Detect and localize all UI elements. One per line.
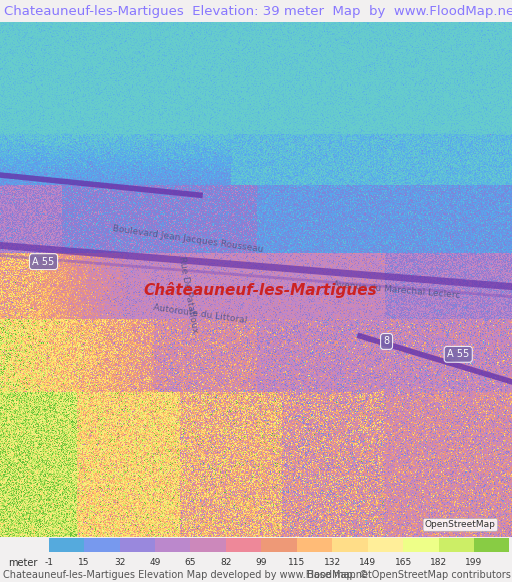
Text: A 55: A 55 — [32, 257, 55, 267]
Text: 8: 8 — [383, 336, 390, 346]
Text: meter: meter — [8, 558, 37, 568]
Text: OpenStreetMap: OpenStreetMap — [425, 520, 496, 530]
Text: Autoroute du Littoral: Autoroute du Littoral — [153, 304, 248, 325]
Text: 132: 132 — [324, 558, 341, 567]
Text: 115: 115 — [288, 558, 305, 567]
Bar — [190, 538, 226, 552]
Text: 65: 65 — [185, 558, 196, 567]
Bar — [368, 538, 403, 552]
Text: 82: 82 — [220, 558, 231, 567]
Text: 165: 165 — [394, 558, 412, 567]
Text: 199: 199 — [465, 558, 483, 567]
Text: 32: 32 — [114, 558, 125, 567]
Text: 49: 49 — [150, 558, 161, 567]
Text: Boulevard Jean Jacques Rousseau: Boulevard Jean Jacques Rousseau — [112, 223, 264, 254]
Text: Châteauneuf-les-Martigues: Châteauneuf-les-Martigues — [143, 282, 377, 298]
Text: A 55: A 55 — [447, 349, 470, 359]
Bar — [332, 538, 368, 552]
Text: 99: 99 — [255, 558, 267, 567]
Bar — [297, 538, 332, 552]
Text: Rue De Patafloux: Rue De Patafloux — [177, 255, 200, 333]
Bar — [226, 538, 261, 552]
Bar — [155, 538, 190, 552]
Bar — [49, 538, 84, 552]
Text: 15: 15 — [78, 558, 90, 567]
Text: Chateauneuf-les-Martigues Elevation Map developed by www.FloodMap.net: Chateauneuf-les-Martigues Elevation Map … — [3, 570, 371, 580]
Bar — [403, 538, 439, 552]
Text: -1: -1 — [44, 558, 53, 567]
Text: 149: 149 — [359, 558, 376, 567]
Text: Avenue du Maréchal Leclerc: Avenue du Maréchal Leclerc — [332, 281, 460, 300]
Text: Base map © OpenStreetMap contributors: Base map © OpenStreetMap contributors — [307, 570, 511, 580]
Bar — [439, 538, 474, 552]
Bar — [84, 538, 119, 552]
Text: Chateauneuf-les-Martigues  Elevation: 39 meter  Map  by  www.FloodMap.net  (be: Chateauneuf-les-Martigues Elevation: 39 … — [4, 5, 512, 17]
Bar — [261, 538, 297, 552]
Bar — [119, 538, 155, 552]
Bar — [474, 538, 509, 552]
Text: 182: 182 — [430, 558, 447, 567]
